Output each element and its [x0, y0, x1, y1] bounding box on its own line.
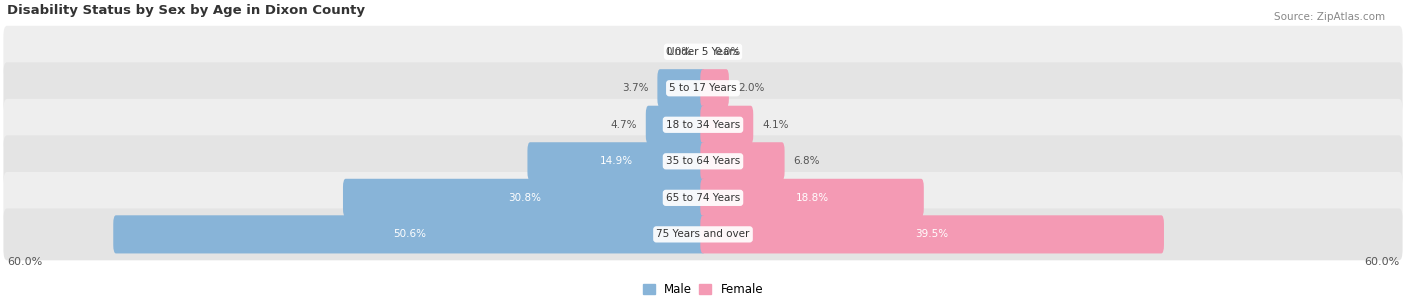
FancyBboxPatch shape	[700, 106, 754, 144]
Text: 50.6%: 50.6%	[392, 230, 426, 239]
FancyBboxPatch shape	[645, 106, 706, 144]
Text: 6.8%: 6.8%	[793, 156, 820, 166]
Text: 5 to 17 Years: 5 to 17 Years	[669, 83, 737, 93]
Text: 2.0%: 2.0%	[738, 83, 765, 93]
FancyBboxPatch shape	[114, 215, 706, 254]
Text: 30.8%: 30.8%	[508, 193, 541, 203]
FancyBboxPatch shape	[700, 179, 924, 217]
FancyBboxPatch shape	[700, 69, 728, 107]
Text: 39.5%: 39.5%	[915, 230, 949, 239]
Text: 65 to 74 Years: 65 to 74 Years	[666, 193, 740, 203]
FancyBboxPatch shape	[3, 99, 1403, 151]
Text: 0.0%: 0.0%	[665, 47, 692, 57]
FancyBboxPatch shape	[3, 62, 1403, 114]
Legend: Male, Female: Male, Female	[638, 279, 768, 301]
FancyBboxPatch shape	[343, 179, 706, 217]
Text: 0.0%: 0.0%	[714, 47, 741, 57]
Text: 18 to 34 Years: 18 to 34 Years	[666, 120, 740, 130]
FancyBboxPatch shape	[3, 209, 1403, 260]
Text: Disability Status by Sex by Age in Dixon County: Disability Status by Sex by Age in Dixon…	[7, 4, 366, 17]
FancyBboxPatch shape	[527, 142, 706, 180]
FancyBboxPatch shape	[3, 135, 1403, 187]
Text: 3.7%: 3.7%	[621, 83, 648, 93]
Text: Source: ZipAtlas.com: Source: ZipAtlas.com	[1274, 12, 1385, 22]
FancyBboxPatch shape	[3, 26, 1403, 78]
Text: 60.0%: 60.0%	[1364, 257, 1399, 267]
FancyBboxPatch shape	[700, 215, 1164, 254]
FancyBboxPatch shape	[700, 142, 785, 180]
Text: 35 to 64 Years: 35 to 64 Years	[666, 156, 740, 166]
Text: 60.0%: 60.0%	[7, 257, 42, 267]
Text: 18.8%: 18.8%	[796, 193, 828, 203]
FancyBboxPatch shape	[3, 172, 1403, 224]
Text: 75 Years and over: 75 Years and over	[657, 230, 749, 239]
FancyBboxPatch shape	[658, 69, 706, 107]
Text: Under 5 Years: Under 5 Years	[666, 47, 740, 57]
Text: 4.1%: 4.1%	[762, 120, 789, 130]
Text: 4.7%: 4.7%	[610, 120, 637, 130]
Text: 14.9%: 14.9%	[600, 156, 633, 166]
